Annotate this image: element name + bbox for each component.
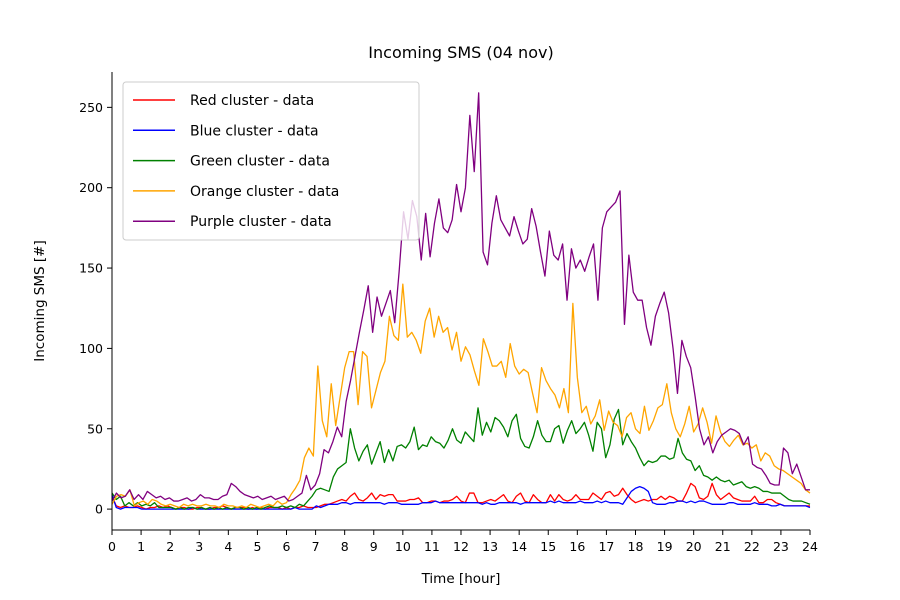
x-tick-label: 15 [540, 539, 556, 554]
x-tick-label: 10 [395, 539, 411, 554]
x-tick-label: 17 [598, 539, 614, 554]
y-tick-label: 250 [79, 100, 103, 115]
x-tick-label: 4 [224, 539, 232, 554]
legend-label: Blue cluster - data [190, 123, 319, 139]
legend-label: Orange cluster - data [190, 184, 339, 200]
plot-area [111, 92, 811, 510]
x-tick-label: 8 [341, 539, 349, 554]
x-tick-label: 19 [657, 539, 673, 554]
x-tick-label: 1 [137, 539, 145, 554]
x-tick-label: 21 [715, 539, 731, 554]
x-tick-label: 9 [370, 539, 378, 554]
y-tick-label: 150 [79, 261, 103, 276]
x-tick-label: 0 [108, 539, 116, 554]
x-tick-label: 6 [283, 539, 291, 554]
chart-title: Incoming SMS (04 nov) [368, 43, 553, 62]
x-axis-ticks: 0 1 2 3 4 5 6 7 8 9 10 11 12 13 14 15 16 17 18 19 20 21 22 23 24 [108, 530, 818, 554]
series-line [111, 485, 811, 510]
x-tick-label: 12 [453, 539, 469, 554]
y-axis-ticks: 0 50 100 150 200 250 [79, 100, 112, 517]
x-tick-label: 18 [628, 539, 644, 554]
series-line [111, 407, 811, 510]
series-line [111, 283, 811, 509]
y-tick-label: 200 [79, 180, 103, 195]
y-tick-label: 0 [95, 502, 103, 517]
y-axis-title: Incoming SMS [#] [32, 240, 48, 361]
legend-label: Purple cluster - data [190, 214, 332, 230]
x-tick-label: 7 [312, 539, 320, 554]
x-tick-label: 5 [253, 539, 261, 554]
x-tick-label: 22 [744, 539, 760, 554]
legend-box [122, 81, 420, 241]
x-tick-label: 11 [424, 539, 440, 554]
x-tick-label: 3 [195, 539, 203, 554]
x-tick-label: 13 [482, 539, 498, 554]
legend-label: Red cluster - data [190, 93, 314, 109]
y-tick-label: 50 [87, 421, 103, 436]
x-tick-label: 23 [773, 539, 789, 554]
x-axis-title: Time [hour] [421, 571, 501, 587]
y-tick-label: 100 [79, 341, 103, 356]
series-line [111, 92, 810, 502]
legend-label: Green cluster - data [190, 154, 330, 170]
x-tick-label: 2 [166, 539, 174, 554]
x-tick-label: 14 [511, 539, 527, 554]
x-tick-label: 16 [569, 539, 585, 554]
legend: Red cluster - data Blue cluster - data Gre… [122, 81, 420, 241]
x-tick-label: 20 [686, 539, 702, 554]
x-tick-label: 24 [802, 539, 818, 554]
